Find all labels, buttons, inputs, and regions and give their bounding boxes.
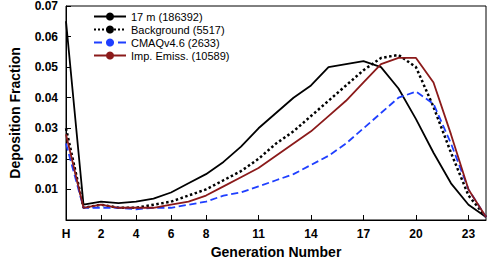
svg-text:20: 20 — [409, 227, 423, 241]
svg-text:0.03: 0.03 — [35, 121, 59, 135]
svg-text:Deposition Fraction: Deposition Fraction — [7, 47, 23, 178]
svg-text:14: 14 — [304, 227, 318, 241]
svg-text:17 m (186392): 17 m (186392) — [131, 11, 203, 23]
svg-text:0.06: 0.06 — [35, 30, 59, 44]
svg-text:0.01: 0.01 — [35, 182, 59, 196]
svg-text:Imp. Emiss. (10589): Imp. Emiss. (10589) — [131, 50, 229, 62]
svg-text:0.02: 0.02 — [35, 152, 59, 166]
svg-text:H: H — [62, 227, 71, 241]
svg-text:17: 17 — [357, 227, 371, 241]
svg-text:Generation Number: Generation Number — [211, 244, 342, 260]
svg-text:Background (5517): Background (5517) — [131, 24, 225, 36]
svg-text:2: 2 — [98, 227, 105, 241]
svg-text:8: 8 — [203, 227, 210, 241]
svg-text:23: 23 — [462, 227, 476, 241]
svg-text:4: 4 — [133, 227, 140, 241]
svg-text:0.05: 0.05 — [35, 60, 59, 74]
svg-text:CMAQv4.6 (2633): CMAQv4.6 (2633) — [131, 37, 220, 49]
svg-text:11: 11 — [252, 227, 265, 241]
svg-text:0.04: 0.04 — [35, 91, 59, 105]
svg-text:0.07: 0.07 — [35, 0, 59, 13]
svg-text:6: 6 — [168, 227, 175, 241]
